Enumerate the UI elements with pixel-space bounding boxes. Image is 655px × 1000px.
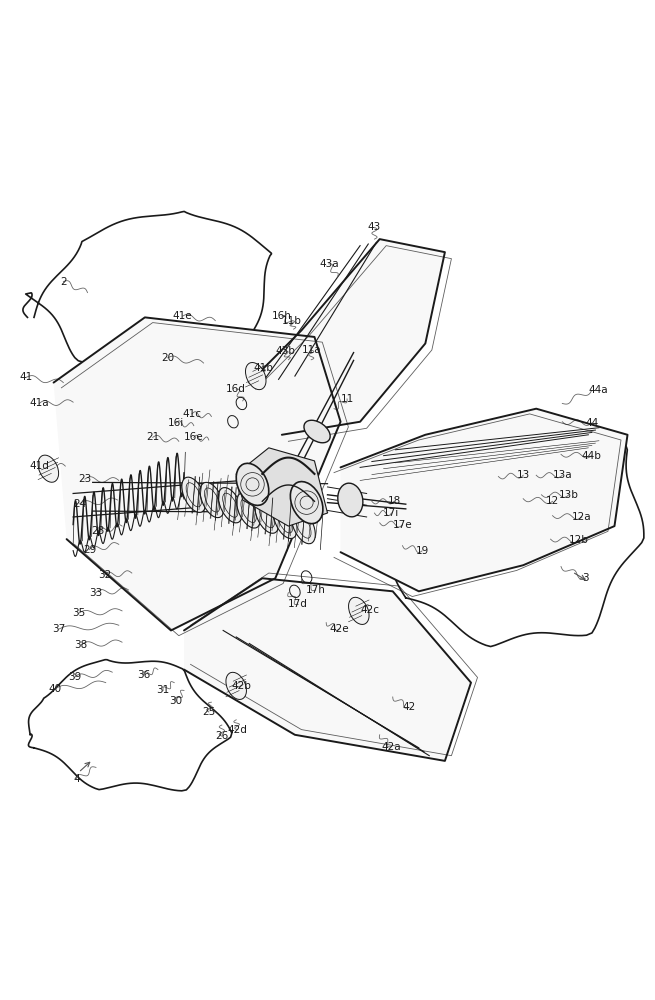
Polygon shape: [184, 578, 471, 761]
Text: 41a: 41a: [29, 398, 49, 408]
Polygon shape: [54, 317, 341, 630]
Text: 35: 35: [72, 608, 85, 618]
Ellipse shape: [338, 483, 363, 517]
Text: 44a: 44a: [588, 385, 608, 395]
Text: 42b: 42b: [231, 681, 252, 691]
Text: 13b: 13b: [559, 490, 579, 500]
Text: 41d: 41d: [29, 461, 49, 471]
Ellipse shape: [182, 477, 206, 512]
Text: 16e: 16e: [184, 432, 204, 442]
Text: 40: 40: [48, 684, 62, 694]
Text: 11a: 11a: [301, 345, 321, 355]
Text: 31: 31: [157, 685, 170, 695]
Ellipse shape: [273, 503, 297, 539]
Text: 26: 26: [215, 731, 229, 741]
Polygon shape: [236, 448, 328, 526]
Text: 39: 39: [68, 672, 81, 682]
Text: 43: 43: [368, 222, 381, 232]
Text: 29: 29: [83, 545, 96, 555]
Ellipse shape: [246, 363, 266, 390]
Polygon shape: [341, 409, 627, 591]
Text: 11b: 11b: [282, 316, 301, 326]
Text: 17e: 17e: [393, 520, 412, 530]
Text: 11: 11: [341, 394, 354, 404]
Text: 13a: 13a: [552, 470, 572, 480]
Text: 19: 19: [415, 546, 428, 556]
Text: 32: 32: [98, 570, 111, 580]
Ellipse shape: [236, 463, 269, 505]
Text: 12: 12: [546, 496, 559, 506]
Text: 21: 21: [146, 432, 159, 442]
Text: 38: 38: [74, 640, 88, 650]
Text: 42c: 42c: [360, 605, 379, 615]
Ellipse shape: [38, 455, 58, 482]
Text: 20: 20: [161, 353, 174, 363]
Text: 41b: 41b: [253, 363, 274, 373]
Ellipse shape: [291, 508, 315, 544]
Polygon shape: [250, 239, 445, 435]
Text: 12b: 12b: [569, 535, 589, 545]
Text: 17i: 17i: [383, 508, 400, 518]
Text: 2: 2: [60, 277, 67, 287]
Text: 17d: 17d: [288, 599, 308, 609]
Ellipse shape: [218, 488, 242, 523]
Text: 18: 18: [387, 496, 401, 506]
Text: 44b: 44b: [582, 451, 601, 461]
Text: 33: 33: [89, 588, 103, 598]
Text: 16h: 16h: [272, 311, 291, 321]
Text: 30: 30: [170, 696, 183, 706]
Text: 43a: 43a: [319, 259, 339, 269]
Text: 24: 24: [73, 499, 86, 509]
Ellipse shape: [226, 672, 246, 699]
Text: 42a: 42a: [382, 742, 402, 752]
Ellipse shape: [304, 420, 330, 443]
Text: 16d: 16d: [226, 384, 246, 394]
Ellipse shape: [255, 498, 279, 533]
Text: 16i: 16i: [168, 418, 184, 428]
Text: 4: 4: [73, 774, 80, 784]
Text: 42: 42: [402, 702, 416, 712]
Text: 44: 44: [585, 418, 598, 428]
Text: 13: 13: [517, 470, 530, 480]
Text: 43b: 43b: [275, 346, 295, 356]
Text: 25: 25: [202, 707, 215, 717]
Ellipse shape: [236, 493, 261, 528]
Ellipse shape: [348, 597, 369, 624]
Text: 41e: 41e: [173, 311, 193, 321]
Text: 42d: 42d: [227, 725, 248, 735]
Text: 41: 41: [20, 372, 33, 382]
Text: 17h: 17h: [306, 585, 326, 595]
Text: 41c: 41c: [182, 409, 201, 419]
Text: 42e: 42e: [329, 624, 349, 634]
Ellipse shape: [200, 482, 224, 518]
Text: 23: 23: [78, 474, 92, 484]
Text: 36: 36: [137, 670, 150, 680]
Ellipse shape: [290, 482, 323, 524]
Text: 12a: 12a: [572, 512, 591, 522]
Text: 28: 28: [91, 526, 105, 536]
Text: 3: 3: [582, 573, 588, 583]
Text: 37: 37: [52, 624, 66, 634]
